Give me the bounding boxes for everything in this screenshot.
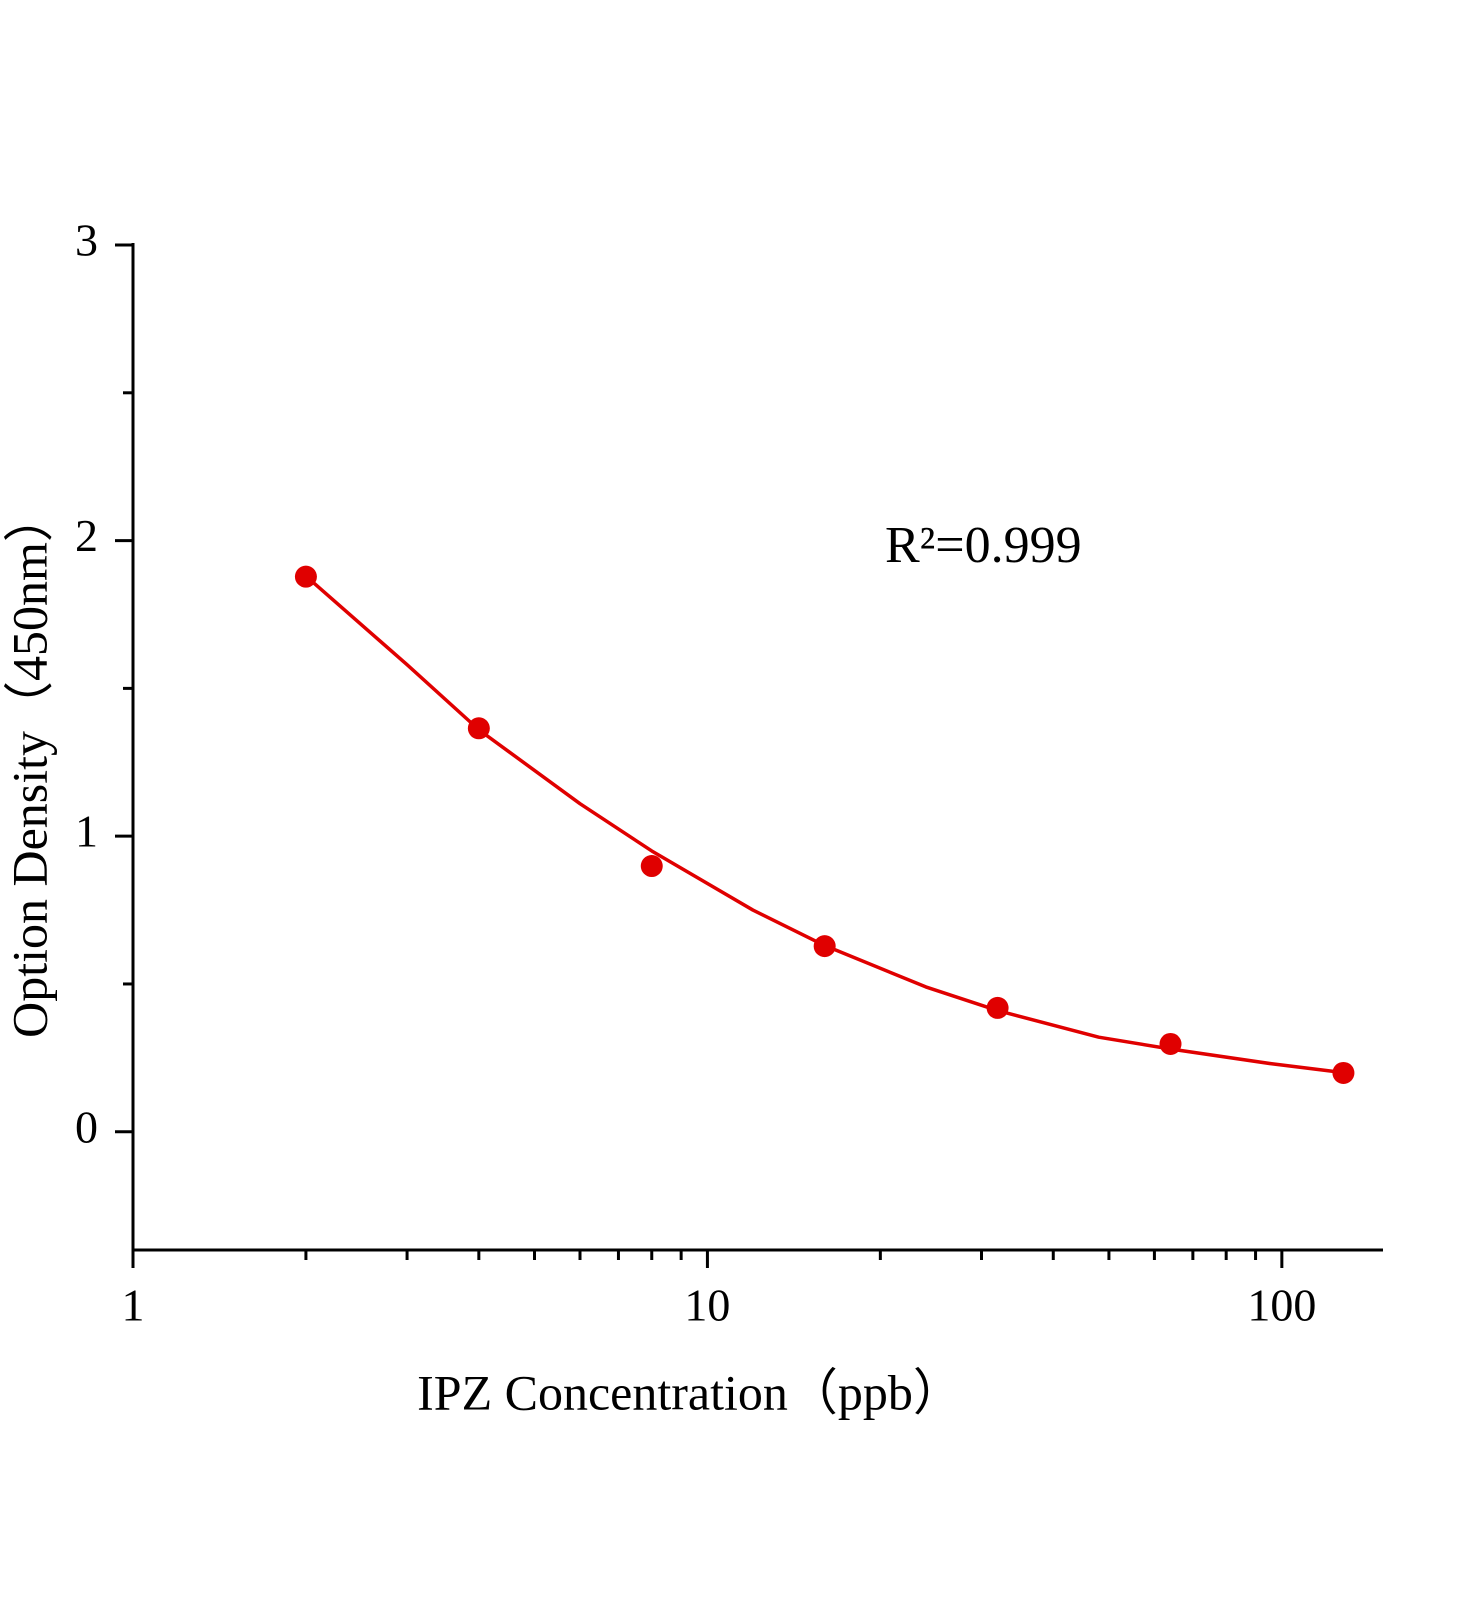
data-point <box>467 717 490 740</box>
data-point <box>986 996 1009 1019</box>
y-tick-label: 3 <box>75 215 98 266</box>
x-tick-label: 100 <box>1247 1280 1316 1331</box>
y-axis-label: Option Density（450nm） <box>1 492 57 1038</box>
data-point <box>813 935 836 958</box>
data-point <box>294 565 317 588</box>
data-point <box>640 855 663 878</box>
x-tick-label: 10 <box>684 1280 730 1331</box>
x-tick-label: 1 <box>122 1280 145 1331</box>
y-tick-label: 2 <box>75 510 98 561</box>
y-tick-label: 1 <box>75 806 98 857</box>
x-axis-label: IPZ Concentration（ppb） <box>417 1364 963 1420</box>
data-point <box>1159 1032 1182 1055</box>
y-tick-label: 0 <box>75 1101 98 1152</box>
annotation: R²=0.999 <box>885 517 1082 574</box>
data-point <box>1332 1061 1355 1084</box>
